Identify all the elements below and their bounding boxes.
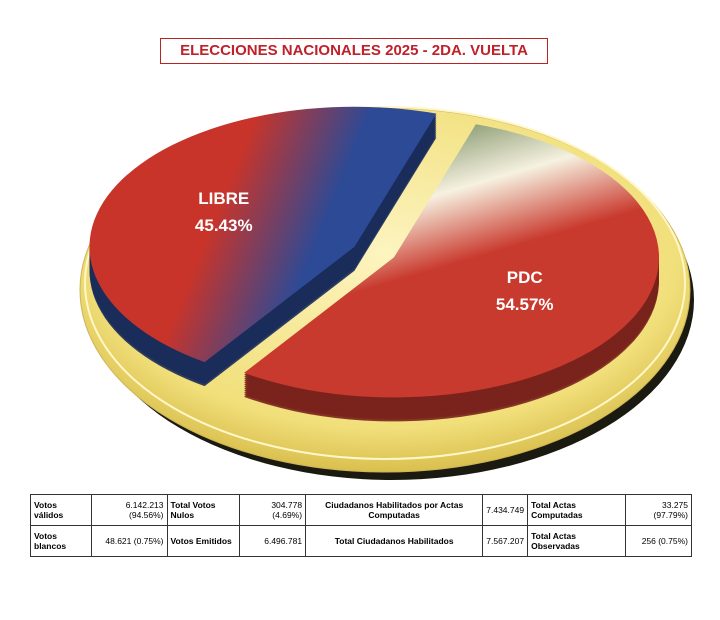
slice <box>89 106 437 363</box>
table-value: 6.142.213 (94.56%) <box>90 494 168 526</box>
chart: LIBRE 45.43% PDC 54.57% <box>79 106 694 480</box>
chart-title: ELECCIONES NACIONALES 2025 - 2DA. VUELTA <box>160 38 548 64</box>
table-value: 304.778 (4.69%) <box>239 494 307 526</box>
table-label: Votos Emitidos <box>166 525 241 557</box>
table-value: 33.275 (97.79%) <box>625 494 692 526</box>
pie: LIBRE 45.43% PDC 54.57% <box>89 106 659 422</box>
table-row: Votos válidos 6.142.213 (94.56%) Total Vot… <box>30 494 692 526</box>
table-label: Ciudadanos Habilitados por Actas Computa… <box>305 494 484 526</box>
summary-table: Votos válidos 6.142.213 (94.56%) Total Vot… <box>30 494 692 557</box>
table-row: Votos blancos 48.621 (0.75%) Votos Emitido… <box>30 525 692 557</box>
table-label: Total Actas Computadas <box>527 494 627 526</box>
slice-label: LIBRE <box>198 189 249 208</box>
table-label: Votos válidos <box>30 494 92 526</box>
slice <box>244 124 659 398</box>
table-value: 7.567.207 <box>482 525 529 557</box>
table-value: 6.496.781 <box>239 525 307 557</box>
value-label: 54.57% <box>496 295 554 314</box>
value-label: 45.43% <box>195 216 253 235</box>
table-label: Votos blancos <box>30 525 92 557</box>
table-label: Total Votos Nulos <box>166 494 241 526</box>
table-value: 7.434.749 <box>482 494 529 526</box>
table-value: 256 (0.75%) <box>625 525 692 557</box>
table-label: Total Actas Observadas <box>527 525 627 557</box>
slice-label: PDC <box>507 268 543 287</box>
table-value: 48.621 (0.75%) <box>90 525 168 557</box>
table-label: Total Ciudadanos Habilitados <box>305 525 484 557</box>
base-rim <box>84 106 686 460</box>
